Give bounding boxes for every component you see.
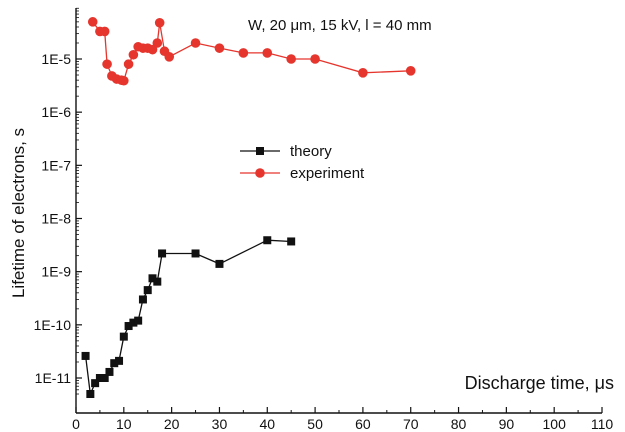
data-point-experiment [87,17,98,27]
data-point-experiment [152,38,163,48]
data-point-experiment [405,65,416,76]
data-point-theory [110,359,119,368]
data-point-theory [81,351,90,360]
y-tick-label: 1E-10 [34,317,72,333]
data-point-theory [215,259,224,268]
data-point-theory [134,316,143,325]
x-axis-label: Discharge time, μs [465,373,614,393]
x-tick-label: 30 [212,416,228,432]
data-point-theory [138,295,147,304]
data-point-theory [158,249,167,258]
legend-label: experiment [290,165,365,182]
x-tick-label: 110 [591,416,614,432]
data-point-experiment [190,38,201,48]
data-point-experiment [238,48,249,58]
legend: theory experiment [240,143,365,182]
x-axis-ticks: 0 10 20 30 40 50 60 70 80 90 100 110 [72,407,613,432]
data-point-experiment [123,59,134,69]
data-point-theory [119,332,128,341]
data-point-experiment [164,51,175,62]
data-point-experiment [262,48,273,58]
y-tick-label: 1E-9 [41,264,71,280]
y-axis-label: Lifetime of electrons, s [9,128,28,298]
data-point-theory [191,249,200,258]
data-point-theory [143,286,152,295]
data-point-experiment [286,54,296,64]
y-tick-label: 1E-5 [41,51,71,67]
data-point-theory [105,367,114,376]
legend-item-theory: theory [240,143,332,160]
data-point-theory [153,277,162,286]
data-point-experiment [154,17,165,28]
chart-annotation: W, 20 μm, 15 kV, l = 40 mm [248,17,432,34]
legend-marker [255,168,265,178]
legend-label: theory [290,143,332,160]
series-theory [81,236,296,399]
series-experiment [87,17,416,86]
x-tick-label: 10 [116,416,132,432]
x-tick-label: 50 [307,416,323,432]
legend-item-experiment: experiment [240,165,365,182]
data-point-experiment [147,44,158,55]
data-point-experiment [358,68,368,78]
data-point-experiment [310,54,320,64]
x-tick-label: 0 [72,416,80,432]
data-point-theory [124,322,133,331]
data-point-theory [115,356,124,365]
data-point-theory [100,374,109,382]
data-point-theory [91,379,100,388]
x-tick-label: 70 [403,416,419,432]
legend-marker [256,147,264,155]
y-axis-ticks: 1E-11 1E-10 1E-9 1E-8 1E-7 1E-6 1E-5 [34,7,82,395]
data-point-theory [263,236,272,245]
data-point-theory [148,274,157,283]
data-point-experiment [119,75,129,86]
x-tick-label: 100 [543,416,567,432]
x-tick-label: 60 [355,416,371,432]
y-tick-label: 1E-7 [41,157,71,173]
data-point-experiment [128,49,139,60]
data-point-experiment [214,43,225,53]
y-tick-label: 1E-11 [35,370,72,386]
y-tick-label: 1E-8 [41,211,71,227]
data-point-experiment [102,59,112,69]
data-point-experiment [99,26,110,37]
y-tick-label: 1E-6 [41,104,71,120]
x-tick-label: 90 [499,416,515,432]
x-tick-label: 40 [259,416,275,432]
data-point-theory [129,318,138,327]
data-point-theory [86,390,95,399]
series-layer [81,17,416,399]
data-point-theory [287,237,296,246]
x-tick-label: 80 [451,416,467,432]
x-tick-label: 20 [164,416,180,432]
data-point-theory [95,374,104,382]
